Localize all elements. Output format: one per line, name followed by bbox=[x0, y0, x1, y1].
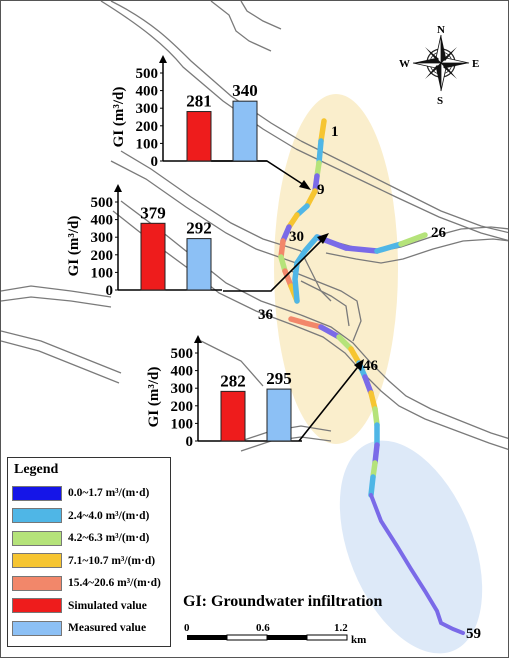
legend-label: 4.2~6.3 m³/(m·d) bbox=[68, 532, 150, 545]
y-tick-label: 300 bbox=[91, 230, 114, 246]
zone-downstream bbox=[339, 440, 483, 654]
y-axis-arrow bbox=[159, 55, 167, 63]
legend-swatch bbox=[12, 553, 62, 569]
legend-item: 2.4~4.0 m³/(m·d) bbox=[12, 505, 170, 528]
scale-label-1: 0.6 bbox=[256, 622, 270, 634]
node-label-30: 30 bbox=[289, 229, 304, 245]
bar-measured bbox=[266, 388, 292, 442]
legend-swatch bbox=[12, 620, 62, 636]
legend-label: 0.0~1.7 m³/(m·d) bbox=[68, 487, 150, 500]
bar-measured bbox=[186, 238, 212, 291]
scale-unit: km bbox=[351, 634, 366, 646]
y-tick-label: 500 bbox=[136, 66, 159, 82]
legend-item: 4.2~6.3 m³/(m·d) bbox=[12, 527, 170, 550]
bar-value-measured: 292 bbox=[186, 219, 212, 238]
y-axis-arrow bbox=[194, 335, 202, 343]
bar-measured bbox=[232, 100, 258, 162]
legend-item: 0.0~1.7 m³/(m·d) bbox=[12, 482, 170, 505]
y-tick-label: 100 bbox=[171, 416, 194, 432]
bar-value-simulated: 282 bbox=[220, 371, 246, 390]
node-label-59: 59 bbox=[466, 626, 481, 642]
node-label-26: 26 bbox=[431, 225, 447, 241]
y-tick-label: 100 bbox=[136, 136, 159, 152]
compass-north: N bbox=[437, 24, 445, 36]
bar-value-measured: 295 bbox=[266, 369, 292, 388]
legend-swatch bbox=[12, 530, 62, 546]
y-tick-label: 200 bbox=[91, 248, 114, 264]
scale-label-0: 0 bbox=[184, 622, 190, 634]
y-tick-label: 400 bbox=[136, 84, 159, 100]
compass-south: S bbox=[437, 95, 443, 107]
y-tick-label: 500 bbox=[171, 346, 194, 362]
legend-swatch bbox=[12, 508, 62, 524]
compass-rose: N S E W bbox=[399, 24, 479, 107]
legend-label: 7.1~10.7 m³/(m·d) bbox=[68, 554, 156, 567]
y-tick-label: 200 bbox=[136, 119, 159, 135]
legend-label: 2.4~4.0 m³/(m·d) bbox=[68, 509, 150, 522]
legend-swatch bbox=[12, 485, 62, 501]
compass-west: W bbox=[399, 58, 410, 70]
y-tick-label: 200 bbox=[171, 399, 194, 415]
legend-label: 15.4~20.6 m³/(m·d) bbox=[68, 577, 161, 590]
y-tick-label: 500 bbox=[91, 195, 114, 211]
scale-label-2: 1.2 bbox=[334, 622, 348, 634]
legend-item: 15.4~20.6 m³/(m·d) bbox=[12, 572, 170, 595]
y-tick-label: 400 bbox=[171, 364, 194, 380]
node-label-1: 1 bbox=[331, 124, 339, 140]
y-tick-label: 0 bbox=[106, 283, 114, 299]
legend-title: Legend bbox=[14, 462, 59, 477]
y-tick-label: 100 bbox=[91, 265, 114, 281]
legend-item: 7.1~10.7 m³/(m·d) bbox=[12, 550, 170, 573]
compass-east: E bbox=[472, 58, 479, 70]
legend-item: Simulated value bbox=[12, 595, 170, 618]
pipeline bbox=[278, 118, 465, 635]
bar-value-measured: 340 bbox=[232, 81, 258, 100]
scale-bar: 0 0.6 1.2 km bbox=[184, 622, 366, 646]
y-tick-label: 300 bbox=[171, 381, 194, 397]
gi-note: GI: Groundwater infiltration bbox=[183, 593, 383, 610]
bar-simulated bbox=[186, 111, 212, 162]
legend-item: Measured value bbox=[12, 617, 170, 640]
legend-label: Measured value bbox=[68, 622, 147, 635]
arrow-heads bbox=[299, 180, 364, 371]
bar-simulated bbox=[220, 390, 246, 442]
legend: Legend 0.0~1.7 m³/(m·d) 2.4~4.0 m³/(m·d) 4… bbox=[7, 457, 171, 647]
y-tick-label: 0 bbox=[186, 434, 194, 450]
legend-label: Simulated value bbox=[68, 599, 147, 612]
bar-simulated bbox=[140, 222, 166, 291]
legend-swatch bbox=[12, 575, 62, 591]
y-axis-label: GI (m³/d) bbox=[146, 367, 162, 428]
y-tick-label: 0 bbox=[151, 154, 159, 170]
node-label-36: 36 bbox=[258, 307, 274, 323]
y-axis-label: GI (m³/d) bbox=[111, 87, 127, 148]
y-tick-label: 400 bbox=[91, 213, 114, 229]
y-tick-label: 300 bbox=[136, 101, 159, 117]
bar-value-simulated: 379 bbox=[140, 203, 166, 222]
y-axis-arrow bbox=[114, 184, 122, 192]
y-axis-label: GI (m³/d) bbox=[66, 216, 82, 277]
node-label-46: 46 bbox=[363, 358, 379, 374]
legend-items: 0.0~1.7 m³/(m·d) 2.4~4.0 m³/(m·d) 4.2~6.3 … bbox=[12, 482, 170, 640]
bar-value-simulated: 281 bbox=[186, 92, 212, 111]
node-label-9: 9 bbox=[317, 182, 325, 198]
legend-swatch bbox=[12, 598, 62, 614]
